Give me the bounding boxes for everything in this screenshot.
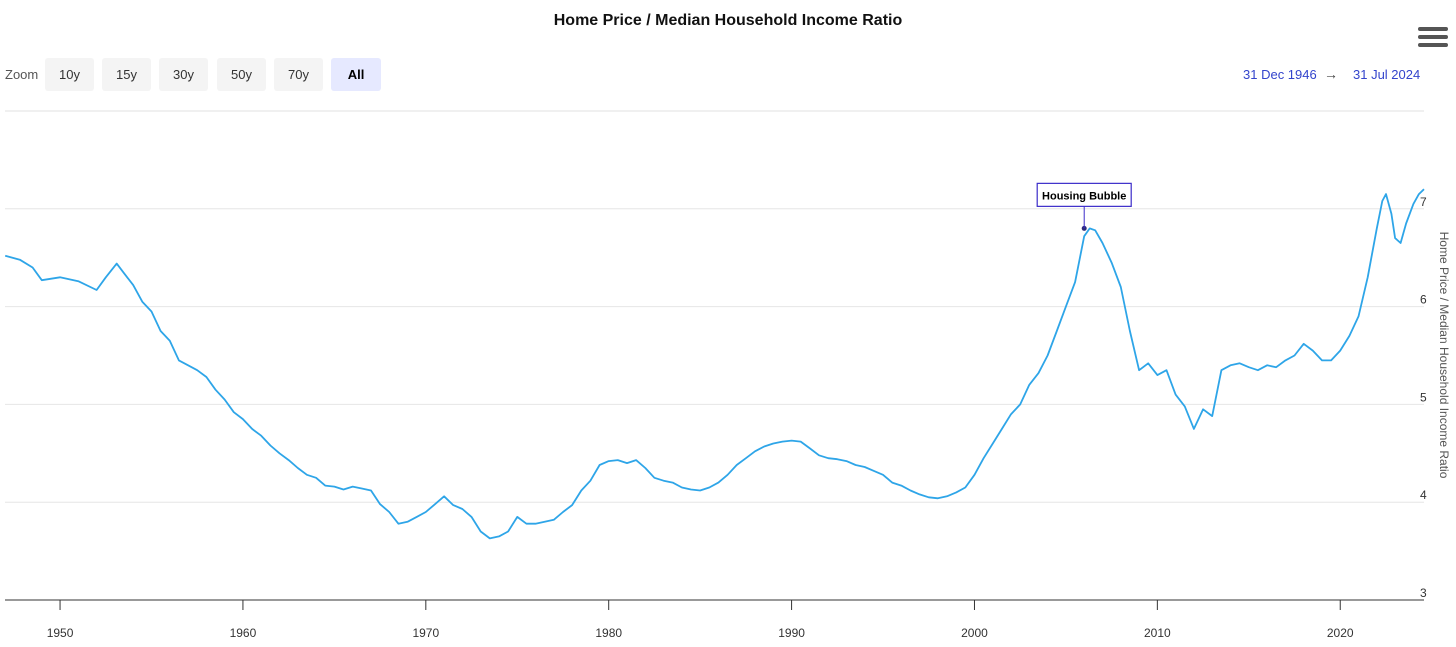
y-tick-label: 7 bbox=[1420, 195, 1427, 209]
y-axis-title: Home Price / Median Household Income Rat… bbox=[1437, 232, 1451, 479]
series-line[interactable] bbox=[4, 188, 1425, 540]
zoom-10y-button[interactable]: 10y bbox=[45, 58, 94, 91]
y-tick-label: 4 bbox=[1420, 488, 1427, 502]
x-tick-label: 2000 bbox=[961, 626, 988, 640]
x-tick-label: 1950 bbox=[47, 626, 74, 640]
x-axis-ticks: 1950 1960 1970 1980 1990 2000 2010 2020 bbox=[47, 600, 1354, 640]
range-from-date[interactable]: 31 Dec 1946 bbox=[1243, 67, 1317, 82]
x-tick-label: 2020 bbox=[1327, 626, 1354, 640]
x-tick-label: 1990 bbox=[778, 626, 805, 640]
zoom-70y-button[interactable]: 70y bbox=[274, 58, 323, 91]
range-to-date[interactable]: 31 Jul 2024 bbox=[1353, 67, 1421, 82]
y-tick-label: 3 bbox=[1420, 586, 1427, 600]
x-tick-label: 1970 bbox=[412, 626, 439, 640]
x-tick-label: 2010 bbox=[1144, 626, 1171, 640]
hamburger-menu-icon[interactable] bbox=[1418, 27, 1448, 51]
zoom-30y-button[interactable]: 30y bbox=[159, 58, 208, 91]
x-tick-label: 1980 bbox=[595, 626, 622, 640]
y-axis-ticks: 3 4 5 6 7 bbox=[1420, 195, 1427, 600]
zoom-all-button[interactable]: All bbox=[331, 58, 381, 91]
annotation-layer: Housing Bubble bbox=[1036, 182, 1132, 231]
annotation-label: Housing Bubble bbox=[1042, 190, 1126, 202]
range-arrow: → bbox=[1324, 66, 1338, 82]
annotation-box bbox=[1036, 182, 1132, 207]
zoom-label: Zoom bbox=[5, 67, 39, 82]
y-tick-label: 5 bbox=[1420, 390, 1427, 404]
y-tick-label: 6 bbox=[1420, 293, 1427, 307]
x-tick-label: 1960 bbox=[230, 626, 257, 640]
chart-title: Home Price / Median Household Income Rat… bbox=[553, 12, 903, 29]
zoom-50y-button[interactable]: 50y bbox=[217, 58, 266, 91]
zoom-15y-button[interactable]: 15y bbox=[102, 58, 151, 91]
grid-layer bbox=[5, 208, 1424, 503]
